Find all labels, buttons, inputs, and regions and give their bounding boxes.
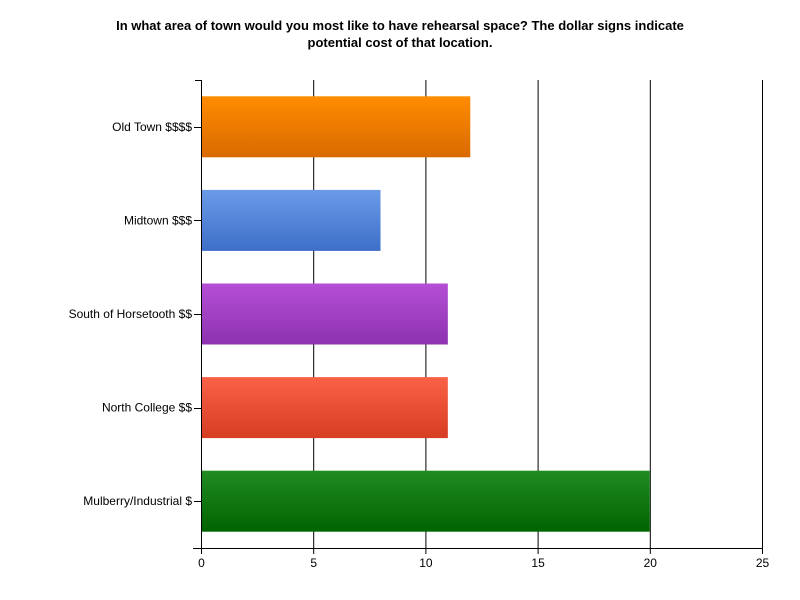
x-tick-label: 10 bbox=[419, 556, 433, 570]
category-label: Midtown $$$ bbox=[124, 213, 192, 227]
x-tick-label: 0 bbox=[198, 556, 205, 570]
chart-title: In what area of town would you most like… bbox=[116, 18, 684, 50]
x-tick-label: 20 bbox=[644, 556, 658, 570]
bar bbox=[202, 377, 448, 439]
category-label: South of Horsetooth $$ bbox=[69, 307, 193, 321]
category-label: Mulberry/Industrial $ bbox=[83, 494, 192, 508]
category-label: Old Town $$$$ bbox=[112, 120, 192, 134]
category-label: North College $$ bbox=[102, 401, 192, 415]
bar bbox=[202, 189, 381, 251]
bar bbox=[202, 470, 650, 532]
x-tick-label: 5 bbox=[310, 556, 317, 570]
x-tick-label: 25 bbox=[756, 556, 770, 570]
bar bbox=[202, 96, 471, 158]
x-tick-label: 15 bbox=[531, 556, 545, 570]
bar bbox=[202, 283, 448, 345]
